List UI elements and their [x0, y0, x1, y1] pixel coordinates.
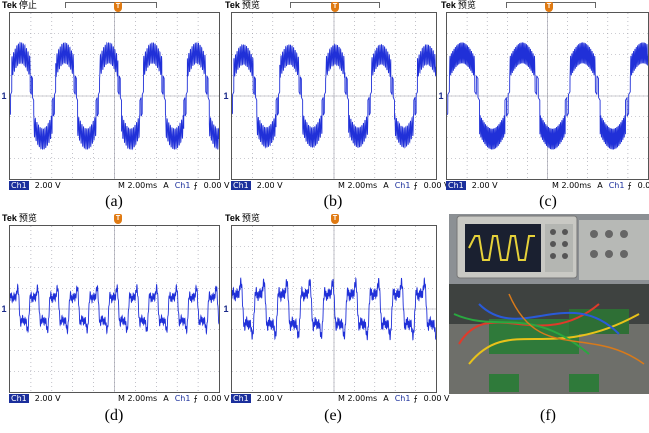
scope-screen [446, 12, 649, 180]
scope-brand: Tek 预览 [225, 0, 260, 10]
panel-label: (a) [105, 193, 123, 210]
scope-brand: Tek 预览 [441, 0, 476, 10]
waveform-trace [447, 42, 648, 150]
scope-brand: Tek 停止 [2, 0, 37, 10]
ground-level-marker: 1 [1, 91, 7, 101]
waveform-trace [232, 276, 436, 341]
scope-brand: Tek 预览 [2, 213, 37, 223]
panel-label: (f) [540, 407, 556, 424]
trigger-marker: T [545, 2, 553, 12]
lab-setup-photo-icon [449, 214, 649, 394]
record-bar [65, 2, 157, 8]
ground-level-marker: 1 [1, 304, 7, 314]
scope-brand: Tek 预览 [225, 213, 260, 223]
ground-level-marker: 1 [438, 91, 444, 101]
scope-screen [9, 12, 220, 180]
waveform-plot [232, 226, 436, 392]
ground-level-marker: 1 [223, 304, 229, 314]
waveform-plot [10, 226, 219, 392]
waveform-trace [10, 41, 219, 151]
waveform-plot [447, 13, 648, 179]
trigger-marker: T [114, 214, 122, 224]
waveform-trace [10, 283, 219, 336]
waveform-plot [10, 13, 219, 179]
scope-screen [9, 225, 220, 393]
trigger-marker: T [114, 2, 122, 12]
lab-setup-photo-icon [449, 214, 649, 394]
trigger-marker: T [331, 214, 339, 224]
trigger-marker: T [331, 2, 339, 12]
waveform-trace [232, 43, 436, 149]
waveform-plot [232, 13, 436, 179]
scope-screen [231, 225, 437, 393]
panel-label: (e) [324, 407, 342, 424]
ground-level-marker: 1 [223, 91, 229, 101]
scope-screen [231, 12, 437, 180]
panel-label: (b) [323, 193, 343, 210]
panel-label: (d) [104, 407, 124, 424]
panel-label: (c) [539, 193, 557, 210]
